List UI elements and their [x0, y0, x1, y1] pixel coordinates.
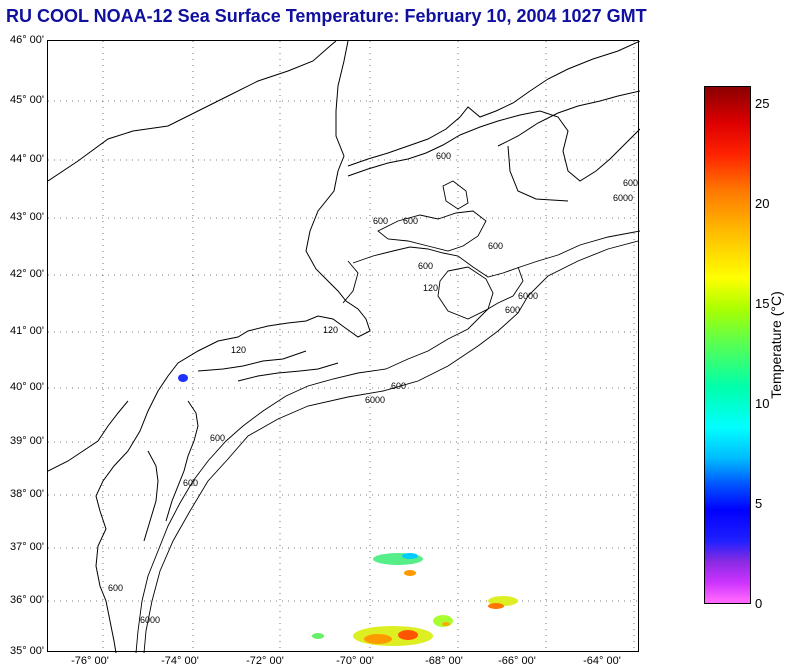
contour-label: 6000: [613, 193, 633, 203]
contour-label: 6000: [365, 395, 385, 405]
contour-label: 600: [418, 261, 433, 271]
lat-label: 37° 00': [9, 541, 44, 553]
colorbar-tick: 0: [755, 596, 763, 611]
bathymetry-contours: [135, 180, 640, 653]
colorbar-tick: 20: [755, 196, 770, 211]
lon-label: -70° 00': [336, 655, 374, 667]
colorbar-tick: 15: [755, 296, 770, 311]
colorbar-title: Temperature (°C): [768, 291, 784, 399]
sst-map[interactable]: 600 600 600 600 120 120 120 600 6000 600…: [47, 40, 640, 653]
contour-label: 120: [231, 345, 246, 355]
lat-label: 38° 00': [9, 488, 44, 500]
contour-label: 600: [505, 305, 520, 315]
contour-label: 600: [373, 216, 388, 226]
contour-label: 600: [488, 241, 503, 251]
lat-label: 40° 00': [9, 381, 44, 393]
contour-label: 600: [391, 381, 406, 391]
lat-label: 46° 00': [9, 34, 44, 46]
contour-label: 120: [323, 325, 338, 335]
lat-label: 39° 00': [9, 435, 44, 447]
lon-label: -66° 00': [498, 655, 536, 667]
lat-label: 36° 00': [9, 594, 44, 606]
lat-label: 44° 00': [9, 153, 44, 165]
contour-label: 600: [183, 478, 198, 488]
lat-label: 43° 00': [9, 211, 44, 223]
graticule: [48, 41, 640, 653]
colorbar-tick: 10: [755, 396, 770, 411]
contour-label: 600: [403, 216, 418, 226]
contour-label: 6000: [140, 615, 160, 625]
lon-label: -76° 00': [71, 655, 109, 667]
contour-label: 600: [210, 433, 225, 443]
contour-label: 600: [108, 583, 123, 593]
lon-label: -74° 00': [161, 655, 199, 667]
colorbar-tick: 25: [755, 96, 770, 111]
colorbar-tick: 5: [755, 496, 763, 511]
contour-label: 120: [423, 283, 438, 293]
contour-labels: 600 600 600 600 120 120 120 600 6000 600…: [108, 151, 638, 625]
lon-label: -68° 00': [425, 655, 463, 667]
lat-label: 45° 00': [9, 94, 44, 106]
sst-data: [178, 374, 518, 646]
contour-label: 600: [436, 151, 451, 161]
contour-label: 600: [623, 178, 638, 188]
lat-label: 41° 00': [9, 325, 44, 337]
contour-label: 6000: [518, 291, 538, 301]
map-title: RU COOL NOAA-12 Sea Surface Temperature:…: [6, 6, 647, 26]
lon-label: -72° 00': [246, 655, 284, 667]
lon-label: -64° 00': [583, 655, 621, 667]
temperature-colorbar: [704, 86, 751, 604]
map-canvas: 600 600 600 600 120 120 120 600 6000 600…: [48, 41, 640, 653]
lat-label: 42° 00': [9, 268, 44, 280]
lat-label: 35° 00': [9, 645, 44, 657]
coastline: [48, 41, 640, 653]
